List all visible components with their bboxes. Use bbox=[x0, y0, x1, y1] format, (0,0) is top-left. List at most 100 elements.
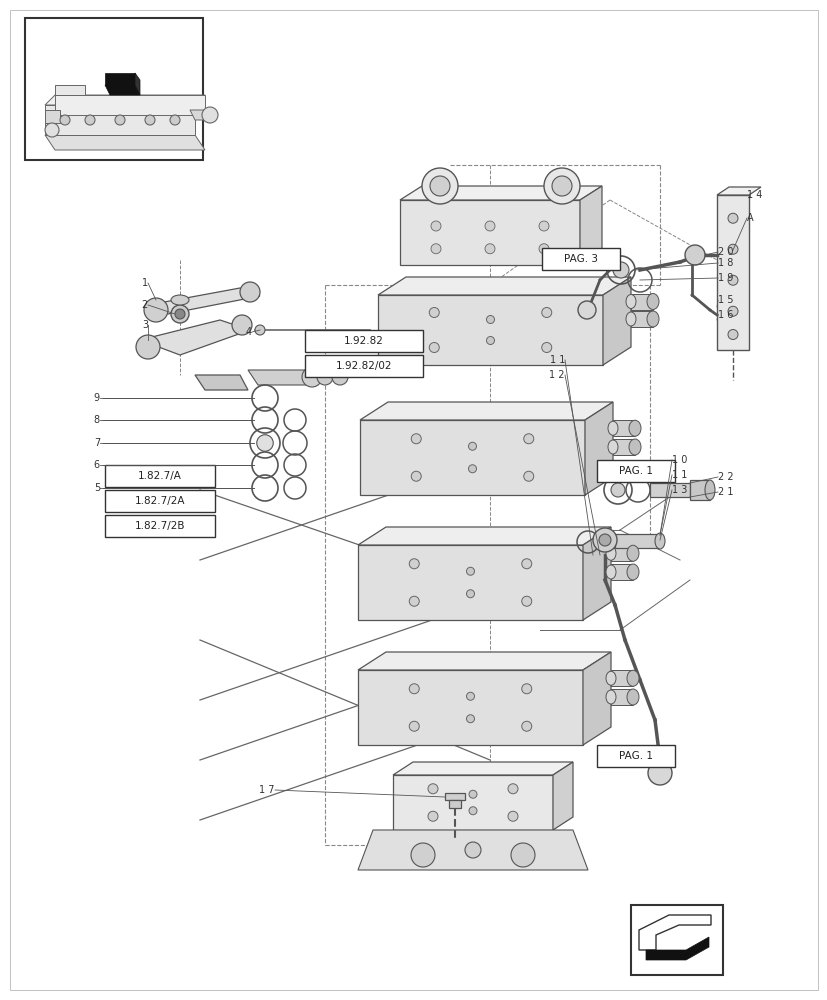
Ellipse shape bbox=[626, 564, 638, 580]
Ellipse shape bbox=[704, 480, 715, 500]
Circle shape bbox=[411, 471, 421, 481]
Circle shape bbox=[145, 115, 155, 125]
Text: 2 2: 2 2 bbox=[717, 472, 733, 482]
Text: 8: 8 bbox=[93, 415, 100, 425]
Text: 1 1: 1 1 bbox=[672, 470, 686, 480]
Text: 1 1: 1 1 bbox=[549, 355, 564, 365]
Text: 7: 7 bbox=[93, 438, 100, 448]
Text: 2 0: 2 0 bbox=[717, 247, 733, 257]
Text: 1 3: 1 3 bbox=[672, 485, 686, 495]
Bar bbox=[596, 460, 674, 482]
Text: 4: 4 bbox=[246, 327, 251, 337]
Circle shape bbox=[240, 282, 260, 302]
Polygon shape bbox=[399, 186, 601, 200]
Polygon shape bbox=[189, 110, 215, 120]
Circle shape bbox=[485, 221, 495, 231]
Text: 1 7: 1 7 bbox=[259, 785, 275, 795]
Polygon shape bbox=[602, 277, 630, 365]
Polygon shape bbox=[45, 110, 60, 123]
Circle shape bbox=[486, 336, 494, 344]
Circle shape bbox=[468, 465, 476, 473]
Circle shape bbox=[302, 367, 322, 387]
Polygon shape bbox=[393, 775, 552, 830]
Text: PAG. 1: PAG. 1 bbox=[619, 751, 653, 761]
Polygon shape bbox=[649, 483, 689, 497]
Text: 1 0: 1 0 bbox=[672, 455, 686, 465]
Polygon shape bbox=[716, 195, 748, 350]
Circle shape bbox=[410, 843, 434, 867]
Text: 1 4: 1 4 bbox=[746, 190, 762, 200]
Text: 1 2: 1 2 bbox=[549, 370, 564, 380]
Circle shape bbox=[255, 325, 265, 335]
Polygon shape bbox=[360, 402, 612, 420]
Polygon shape bbox=[582, 527, 610, 620]
Polygon shape bbox=[612, 439, 634, 455]
Text: 1 5: 1 5 bbox=[717, 295, 733, 305]
Circle shape bbox=[465, 842, 480, 858]
Ellipse shape bbox=[626, 670, 638, 686]
Circle shape bbox=[521, 721, 531, 731]
Circle shape bbox=[541, 342, 551, 353]
Bar bbox=[105, 515, 215, 537]
Circle shape bbox=[136, 335, 160, 359]
Text: PAG. 1: PAG. 1 bbox=[619, 466, 653, 476]
Text: 1: 1 bbox=[141, 278, 148, 288]
Circle shape bbox=[466, 567, 474, 575]
Polygon shape bbox=[582, 652, 610, 745]
Polygon shape bbox=[630, 311, 653, 327]
Bar bbox=[105, 465, 215, 487]
Text: A: A bbox=[746, 213, 753, 223]
Polygon shape bbox=[610, 545, 632, 561]
Circle shape bbox=[485, 244, 495, 254]
Circle shape bbox=[256, 435, 273, 451]
Circle shape bbox=[429, 176, 449, 196]
Circle shape bbox=[428, 308, 438, 318]
Circle shape bbox=[466, 692, 474, 700]
Polygon shape bbox=[148, 288, 260, 314]
Text: 3: 3 bbox=[141, 320, 148, 330]
Circle shape bbox=[727, 330, 737, 340]
Circle shape bbox=[543, 168, 579, 204]
Circle shape bbox=[486, 316, 494, 324]
Polygon shape bbox=[444, 793, 465, 800]
Circle shape bbox=[727, 213, 737, 223]
Bar bbox=[304, 355, 423, 377]
Circle shape bbox=[610, 483, 624, 497]
Polygon shape bbox=[393, 762, 572, 775]
Ellipse shape bbox=[605, 565, 615, 579]
Polygon shape bbox=[399, 200, 579, 265]
Text: 2 1: 2 1 bbox=[717, 487, 733, 497]
Circle shape bbox=[521, 684, 531, 694]
Circle shape bbox=[508, 784, 518, 794]
Circle shape bbox=[727, 275, 737, 285]
Circle shape bbox=[466, 590, 474, 598]
Ellipse shape bbox=[646, 294, 658, 310]
Circle shape bbox=[684, 245, 704, 265]
Circle shape bbox=[521, 596, 531, 606]
Ellipse shape bbox=[626, 689, 638, 705]
Bar bbox=[596, 745, 674, 767]
Bar bbox=[630, 905, 722, 975]
Text: 6: 6 bbox=[93, 460, 100, 470]
Circle shape bbox=[538, 221, 548, 231]
Circle shape bbox=[171, 305, 189, 323]
Circle shape bbox=[523, 471, 533, 481]
Bar bbox=[542, 248, 619, 270]
Circle shape bbox=[332, 369, 347, 385]
Polygon shape bbox=[357, 545, 582, 620]
Circle shape bbox=[232, 315, 251, 335]
Polygon shape bbox=[45, 95, 205, 105]
Circle shape bbox=[85, 115, 95, 125]
Ellipse shape bbox=[171, 295, 189, 305]
Text: 2: 2 bbox=[141, 300, 148, 310]
Ellipse shape bbox=[607, 421, 617, 435]
Circle shape bbox=[468, 790, 476, 798]
Circle shape bbox=[538, 244, 548, 254]
Circle shape bbox=[598, 534, 610, 546]
Text: 9: 9 bbox=[93, 393, 100, 403]
Ellipse shape bbox=[625, 294, 635, 308]
Text: 1 8: 1 8 bbox=[717, 258, 733, 268]
Circle shape bbox=[202, 107, 218, 123]
Circle shape bbox=[60, 115, 70, 125]
Polygon shape bbox=[45, 105, 195, 135]
